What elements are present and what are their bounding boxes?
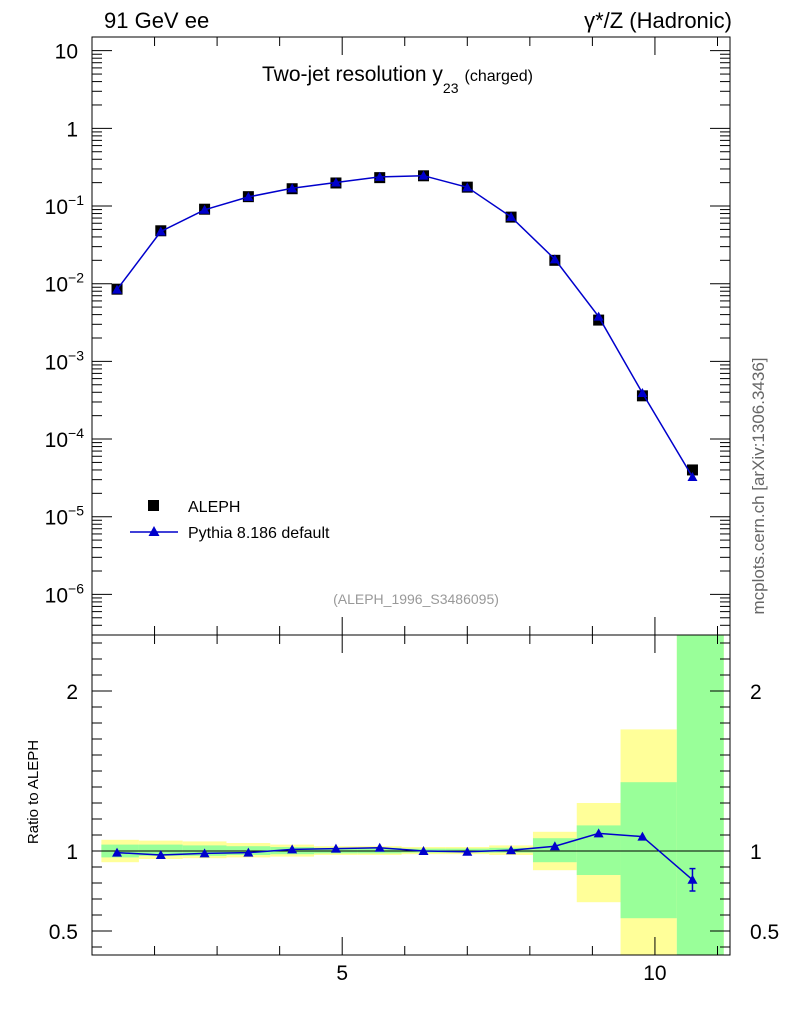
data-point-pythia xyxy=(462,182,473,192)
x-tick-label: 10 xyxy=(643,962,666,985)
ratio-point-pythia xyxy=(330,843,341,853)
ratio-point-pythia xyxy=(637,831,648,841)
legend: ALEPH Pythia 8.186 default xyxy=(130,499,330,542)
ratio-point-pythia xyxy=(687,874,698,884)
data-point-aleph xyxy=(686,464,698,476)
main-frame xyxy=(91,36,731,636)
ratio-point-pythia xyxy=(287,844,298,854)
ratio-y-tick-label-right: 1 xyxy=(750,841,762,864)
data-point-pythia xyxy=(593,311,604,321)
data-point-pythia xyxy=(687,471,698,481)
data-point-pythia xyxy=(330,177,341,187)
ratio-point-pythia xyxy=(462,846,473,856)
y-tick-label: 10 xyxy=(55,41,78,64)
x-tick-label: 5 xyxy=(336,962,348,985)
legend-marker-pythia xyxy=(148,526,160,536)
ratio-point-pythia xyxy=(155,850,166,859)
data-point-pythia xyxy=(374,171,385,181)
ratio-y-tick-label-left: 1 xyxy=(66,841,78,864)
data-point-pythia xyxy=(155,226,166,236)
ratio-point-pythia xyxy=(243,847,254,857)
band-green xyxy=(620,782,677,919)
data-point-pythia xyxy=(637,387,648,397)
ratio-point-pythia xyxy=(549,841,560,851)
ratio-ylabel: Ratio to ALEPH xyxy=(25,740,42,844)
side-label: mcplots.cern.ch [arXiv:1306.3436] xyxy=(749,357,768,614)
watermark: (ALEPH_1996_S3486095) xyxy=(333,591,499,607)
data-point-pythia xyxy=(199,204,210,214)
y-tick-label: 10−2 xyxy=(45,270,85,297)
series-line-pythia xyxy=(116,174,694,478)
header-right: γ*/Z (Hadronic) xyxy=(584,8,732,33)
data-point-pythia xyxy=(506,211,517,221)
data-point-pythia xyxy=(418,170,429,180)
data-point-pythia xyxy=(549,254,560,264)
main-panel: 10 1 10−1 10−2 10−3 10−4 10−5 10−6 Two-jet reso… xyxy=(45,36,731,636)
ratio-point-pythia xyxy=(506,845,517,855)
y-tick-label: 10−4 xyxy=(45,425,85,452)
legend-label-aleph: ALEPH xyxy=(188,499,240,516)
ratio-y-tick-label-left: 0.5 xyxy=(49,921,78,944)
ratio-point-pythia xyxy=(374,842,385,852)
ratio-panel: 2 2 1 1 0.5 0.5 5 10 Ratio to ALEPH xyxy=(25,634,779,985)
y-tick-label: 1 xyxy=(66,118,78,141)
ratio-point-pythia xyxy=(199,848,210,858)
ratio-frame xyxy=(91,634,731,956)
ratio-y-tick-label-right: 2 xyxy=(750,681,762,704)
band-green xyxy=(676,635,724,955)
ratio-point-pythia xyxy=(418,846,429,855)
ratio-point-pythia xyxy=(593,828,604,838)
chart-title: Two-jet resolution y23(charged) xyxy=(262,63,533,96)
data-point-pythia xyxy=(243,191,254,201)
y-tick-label: 10−5 xyxy=(45,503,85,530)
y-tick-label: 10−6 xyxy=(45,580,85,607)
legend-label-pythia: Pythia 8.186 default xyxy=(188,525,330,542)
y-tick-label: 10−1 xyxy=(45,192,85,219)
ratio-y-tick-label-left: 2 xyxy=(66,681,78,704)
data-point-pythia xyxy=(287,183,298,193)
legend-marker-aleph xyxy=(148,500,159,511)
header-left: 91 GeV ee xyxy=(104,8,209,33)
ratio-line-pythia xyxy=(116,832,693,881)
data-point-pythia xyxy=(112,284,123,294)
y-tick-label: 10−3 xyxy=(45,347,85,374)
ratio-point-pythia xyxy=(112,847,123,857)
ratio-y-tick-label-right: 0.5 xyxy=(750,921,779,944)
